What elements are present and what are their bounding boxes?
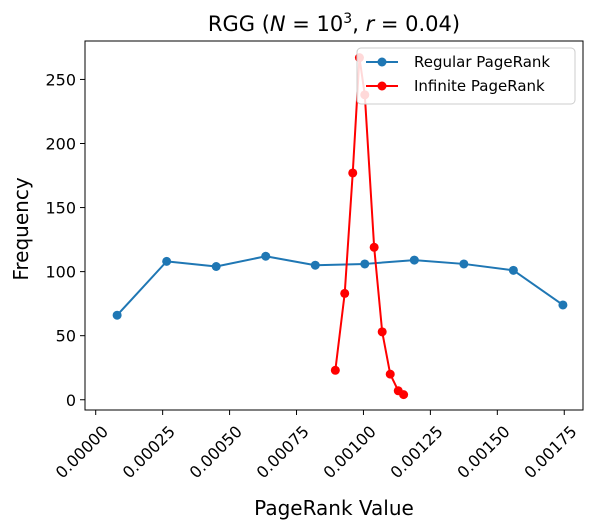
data-point-regular-pagerank	[558, 300, 568, 310]
chart-title: RGG (N = 103, r = 0.04)	[208, 11, 460, 36]
plot-series	[112, 53, 568, 400]
y-tick-label: 150	[45, 199, 76, 218]
y-tick-label: 0	[66, 391, 76, 410]
data-point-infinite-pagerank	[348, 168, 358, 178]
data-point-infinite-pagerank	[369, 242, 379, 252]
x-tick-label: 0.00025	[119, 422, 179, 482]
data-point-infinite-pagerank	[399, 390, 409, 400]
data-point-regular-pagerank	[459, 259, 469, 269]
data-point-infinite-pagerank	[330, 365, 340, 375]
x-axis-label: PageRank Value	[254, 496, 414, 520]
x-axis-ticks: 0.00000 0.00025 0.00050 0.00075 0.00100 0.001…	[52, 410, 581, 482]
data-point-regular-pagerank	[310, 260, 320, 270]
x-tick-label: 0.00175	[520, 422, 580, 482]
data-point-regular-pagerank	[211, 262, 221, 271]
y-tick-label: 200	[45, 135, 76, 154]
legend-label-infinite: Infinite PageRank	[414, 77, 545, 95]
x-tick-label: 0.00125	[386, 422, 446, 482]
x-tick-label: 0.00100	[320, 422, 380, 482]
y-tick-label: 250	[45, 70, 76, 89]
data-point-infinite-pagerank	[377, 327, 387, 337]
data-point-regular-pagerank	[162, 256, 172, 266]
y-tick-label: 100	[45, 263, 76, 282]
legend-box	[356, 47, 576, 105]
legend-marker-regular	[377, 57, 387, 67]
x-tick-label: 0.00075	[253, 422, 313, 482]
y-tick-label: 50	[56, 327, 76, 346]
series-line-infinite-pagerank	[334, 56, 405, 396]
legend: Regular PageRank Infinite PageRank	[356, 47, 576, 105]
plot-area-frame	[84, 40, 584, 411]
x-tick-label: 0.00150	[453, 422, 513, 482]
x-tick-label: 0.00050	[186, 422, 246, 482]
data-point-regular-pagerank	[360, 259, 370, 269]
series-line-regular-pagerank	[116, 255, 564, 316]
data-point-infinite-pagerank	[385, 369, 395, 379]
data-point-regular-pagerank	[112, 310, 122, 320]
data-point-infinite-pagerank	[340, 288, 350, 298]
x-tick-label: 0.00000	[52, 422, 112, 482]
data-point-regular-pagerank	[409, 255, 419, 265]
data-point-regular-pagerank	[508, 265, 518, 275]
y-axis-label: Frequency	[9, 177, 33, 280]
legend-label-regular: Regular PageRank	[414, 53, 550, 71]
y-axis-ticks: 0 50 100 150 200 250	[45, 70, 85, 410]
data-point-regular-pagerank	[261, 251, 271, 261]
legend-marker-infinite	[377, 81, 387, 91]
